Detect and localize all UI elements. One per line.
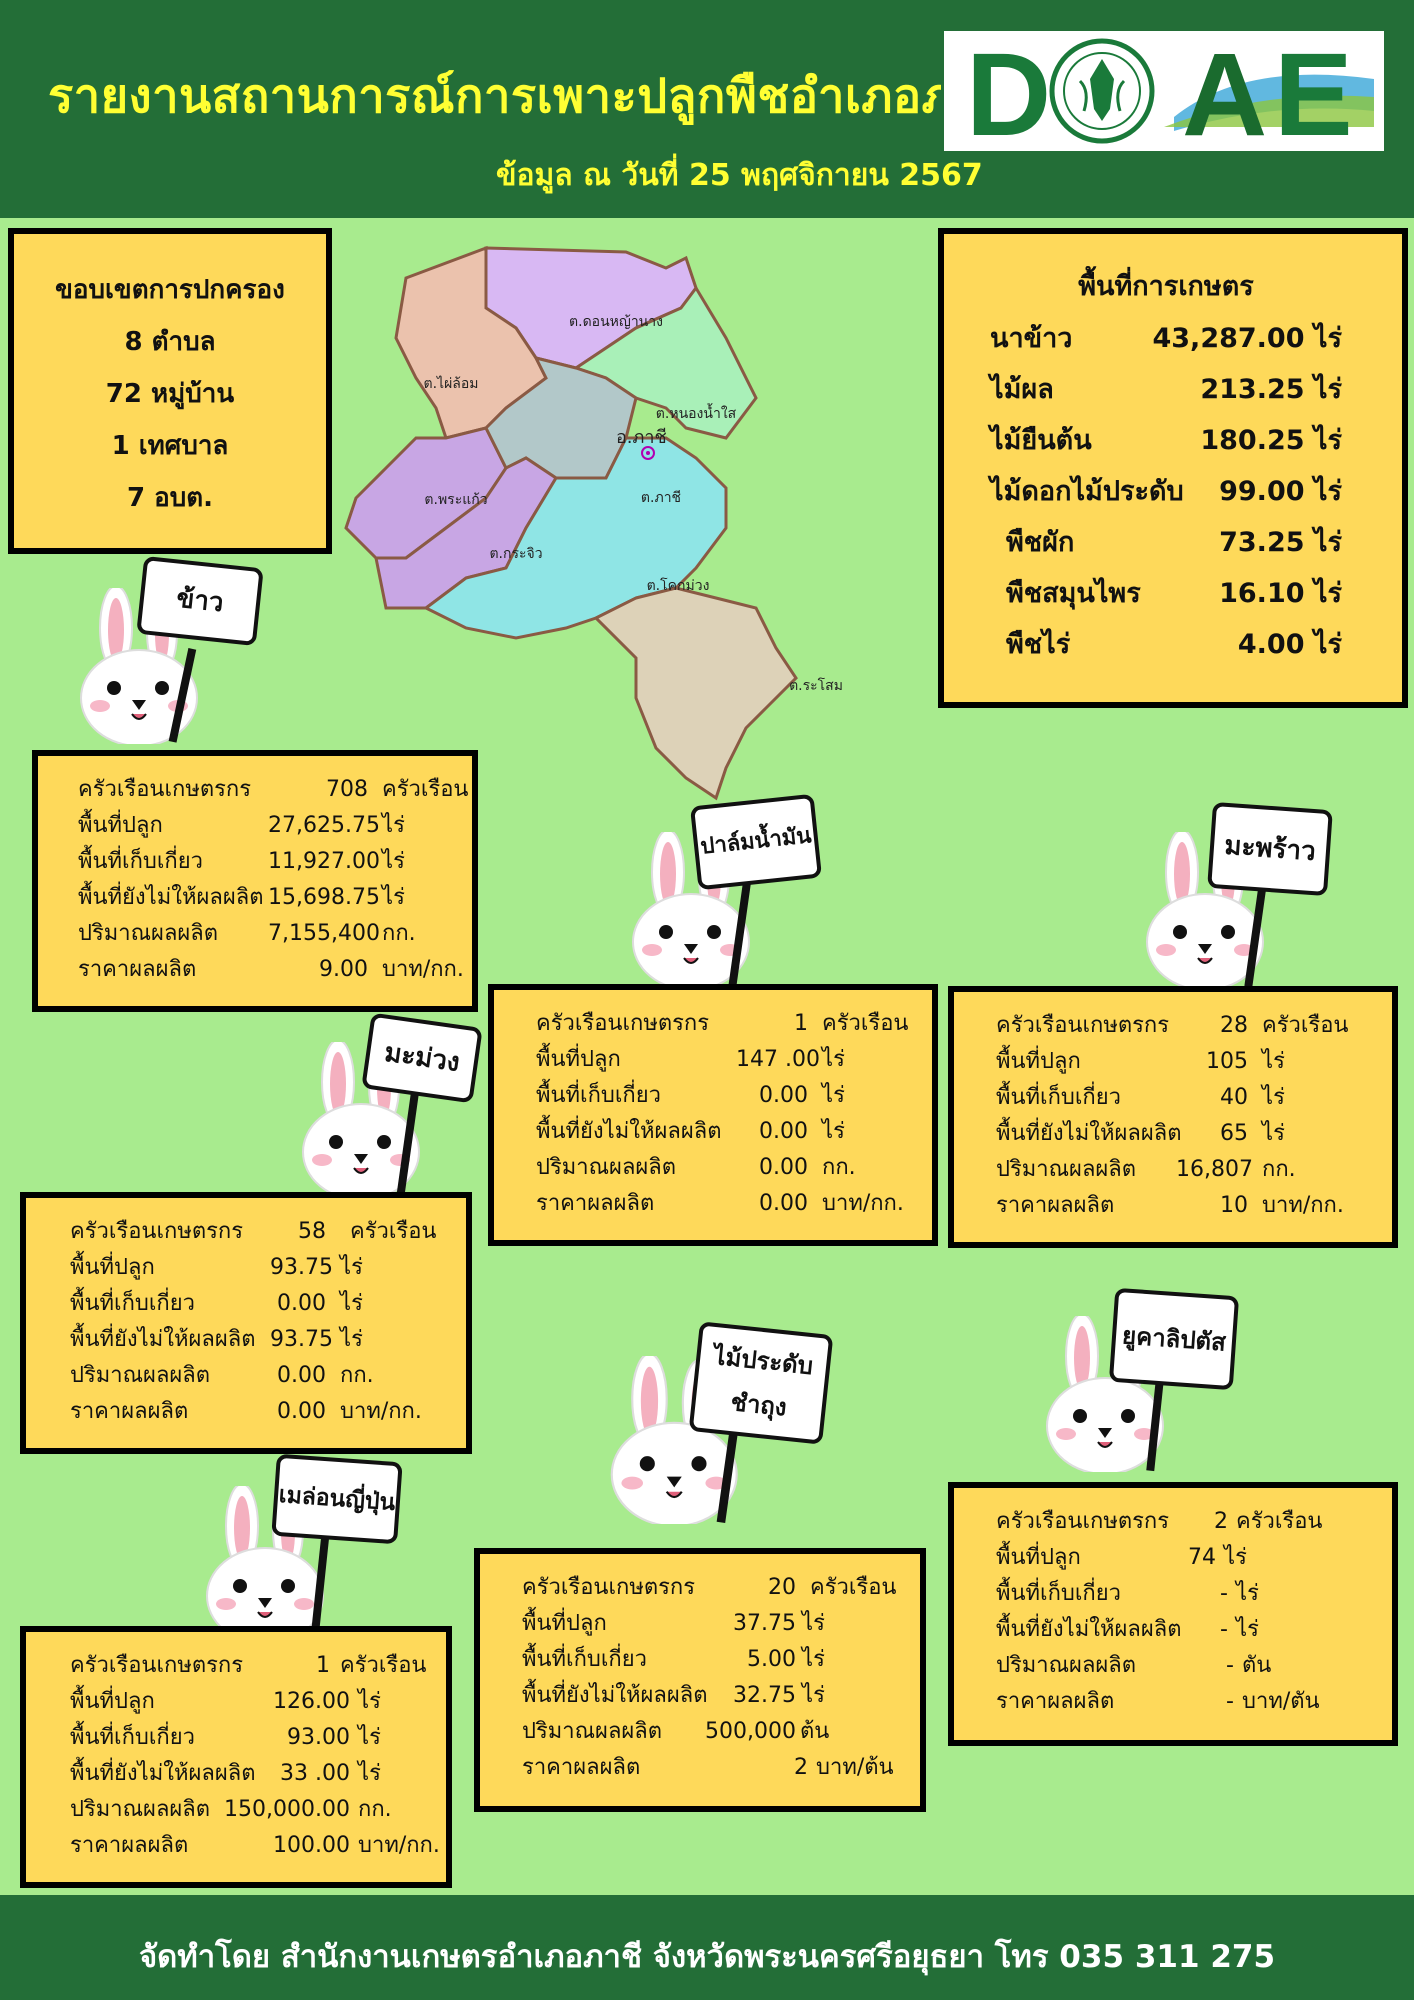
crop-sign-palm: ปาล์มน้ำมัน (689, 793, 823, 891)
stat-row: ปริมาณผลผลิต 16,807 กก. (996, 1157, 1296, 1182)
stat-row: ราคาผลผลิต 0.00 บาท/กก. (70, 1399, 422, 1424)
stat-row: ปริมาณผลผลิต - ตัน (996, 1653, 1272, 1678)
agri-row: ไม้ดอกไม้ประดับ 99.00 ไร่ (990, 476, 1342, 507)
admin-municipality: 1 เทศบาล (111, 431, 229, 461)
crop-stats-palm: ครัวเรือนเกษตรกร 1 ครัวเรือน พื้นที่ปลูก 14… (488, 984, 938, 1246)
agri-row: พืชผัก 73.25 ไร่ (1006, 527, 1342, 558)
logo-letter-e: E (1274, 31, 1353, 151)
admin-subdistricts: 8 ตำบล (124, 327, 216, 357)
stat-row: ปริมาณผลผลิต 150,000.00 กก. (70, 1797, 392, 1822)
district-center-marker (641, 446, 655, 460)
stat-row: ครัวเรือนเกษตรกร 20 ครัวเรือน (522, 1575, 897, 1600)
map-label-phailom: ต.ไผ่ล้อม (423, 375, 478, 392)
map-region-nongnamsai (572, 285, 758, 440)
agri-area-box: พื้นที่การเกษตร นาข้าว 43,287.00 ไร่ ไม้ผ… (938, 228, 1408, 708)
stat-row: ปริมาณผลผลิต 0.00 กก. (536, 1155, 856, 1180)
crop-sign-melon: เมล่อนญี่ปุ่น (271, 1453, 403, 1545)
crop-stats-melon: ครัวเรือนเกษตรกร 1 ครัวเรือน พื้นที่ปลูก 12… (20, 1626, 452, 1888)
logo-letter-d: D (966, 31, 1051, 151)
admin-title: ขอบเขตการปกครอง (55, 275, 285, 305)
stat-row: พื้นที่เก็บเกี่ยว - ไร่ (996, 1581, 1259, 1606)
stat-row: ครัวเรือนเกษตรกร 1 ครัวเรือน (70, 1653, 427, 1678)
stat-row: ราคาผลผลิต 2 บาท/ต้น (522, 1755, 894, 1780)
stat-row: ครัวเรือนเกษตรกร 1 ครัวเรือน (536, 1011, 909, 1036)
map-label-donyanang: ต.ดอนหญ้านาง (569, 314, 663, 330)
stat-row: พื้นที่เก็บเกี่ยว 0.00 ไร่ (536, 1083, 845, 1108)
stat-row: พื้นที่ยังไม่ให้ผลผลิต 32.75 ไร่ (522, 1683, 825, 1708)
district-map: อ.ภาชี ต.ดอนหญ้านาง ต.ไผ่ล้อม ต.หนองน้ำใ… (344, 245, 843, 801)
stat-row: พื้นที่เก็บเกี่ยว 0.00 ไร่ (70, 1291, 363, 1316)
stat-row: ปริมาณผลผลิต 7,155,400 กก. (78, 921, 416, 946)
stat-row: พื้นที่เก็บเกี่ยว 93.00 ไร่ (70, 1725, 381, 1750)
stat-row: ปริมาณผลผลิต 0.00 กก. (70, 1363, 374, 1388)
map-label-khokmuang: ต.โคกม่วง (647, 577, 710, 594)
crop-sign-mango: มะม่วง (361, 1012, 483, 1104)
map-label-phachi: ต.ภาชี (641, 490, 681, 506)
map-label-rasom: ต.ระโสม (789, 677, 843, 694)
stat-row: พื้นที่ยังไม่ให้ผลผลิต 93.75 ไร่ (70, 1327, 363, 1352)
stat-row: ราคาผลผลิต 10 บาท/กก. (996, 1193, 1344, 1218)
stat-row: พื้นที่ปลูก 74 ไร่ (996, 1545, 1247, 1570)
agri-row: นาข้าว 43,287.00 ไร่ (990, 323, 1342, 354)
crop-stats-mango: ครัวเรือนเกษตรกร 58 ครัวเรือน พื้นที่ปลูก 9… (20, 1192, 472, 1454)
stat-row: ครัวเรือนเกษตรกร 28 ครัวเรือน (996, 1013, 1349, 1038)
map-label-phrakaeo: ต.พระแก้ว (424, 492, 487, 508)
footer-credit: จัดทำโดย สำนักงานเกษตรอำเภอภาชี จังหวัดพ… (138, 1939, 1276, 1975)
crop-stats-coconut: ครัวเรือนเกษตรกร 28 ครัวเรือน พื้นที่ปลูก 1… (948, 986, 1398, 1248)
crop-sign-rice: ข้าว (136, 555, 264, 647)
crop-stats-ornamental: ครัวเรือนเกษตรกร 20 ครัวเรือน พื้นที่ปลูก 3… (474, 1548, 926, 1812)
admin-sao: 7 อบต. (126, 483, 214, 513)
agri-row: พืชไร่ 4.00 ไร่ (1006, 629, 1342, 660)
stat-row: พื้นที่ยังไม่ให้ผลผลิต - ไร่ (996, 1617, 1259, 1642)
stat-row: พื้นที่ยังไม่ให้ผลผลิต 15,698.75 ไร่ (78, 885, 405, 910)
map-label-district: อ.ภาชี (616, 427, 667, 448)
footer-banner: จัดทำโดย สำนักงานเกษตรอำเภอภาชี จังหวัดพ… (0, 1895, 1414, 2000)
stat-row: พื้นที่ปลูก 147 .00 ไร่ (536, 1047, 845, 1072)
stat-row: พื้นที่ยังไม่ให้ผลผลิต 33 .00 ไร่ (70, 1761, 381, 1786)
stat-row: พื้นที่ยังไม่ให้ผลผลิต 65 ไร่ (996, 1121, 1285, 1146)
agri-row: ไม้ยืนต้น 180.25 ไร่ (990, 425, 1342, 456)
stat-row: ครัวเรือนเกษตรกร 708 ครัวเรือน (78, 777, 469, 802)
stat-row: ปริมาณผลผลิต 500,000 ต้น (522, 1719, 830, 1744)
bunny-mascot (206, 1486, 331, 1642)
report-date: ข้อมูล ณ วันที่ 25 พฤศจิกายน 2567 (496, 158, 983, 193)
stat-row: พื้นที่ยังไม่ให้ผลผลิต 0.00 ไร่ (536, 1119, 845, 1144)
map-region-rasom (593, 586, 798, 801)
crop-sign-eucalyptus: ยูคาลิปตัส (1108, 1287, 1240, 1391)
agri-row: พืชสมุนไพร 16.10 ไร่ (1006, 578, 1342, 609)
stat-row: ราคาผลผลิต 9.00 บาท/กก. (78, 957, 464, 982)
logo-letter-a: A (1182, 31, 1267, 151)
stat-row: พื้นที่เก็บเกี่ยว 5.00 ไร่ (522, 1647, 825, 1672)
map-label-krachio: ต.กระจิว (489, 546, 542, 562)
crop-stats-eucalyptus: ครัวเรือนเกษตรกร 2 ครัวเรือน พื้นที่ปลูก 74… (948, 1482, 1398, 1746)
stat-row: พื้นที่ปลูก 93.75 ไร่ (70, 1255, 363, 1280)
stat-row: พื้นที่ปลูก 37.75 ไร่ (522, 1611, 825, 1636)
agri-row: ไม้ผล 213.25 ไร่ (990, 374, 1342, 405)
stat-row: ครัวเรือนเกษตรกร 2 ครัวเรือน (996, 1509, 1323, 1534)
crop-sign-coconut: มะพร้าว (1207, 801, 1333, 897)
crop-stats-rice: ครัวเรือนเกษตรกร 708 ครัวเรือน พื้นที่ปลูก… (32, 750, 478, 1012)
stat-row: พื้นที่เก็บเกี่ยว 40 ไร่ (996, 1085, 1285, 1110)
doae-logo: D A E (941, 28, 1387, 161)
page-title: รายงานสถานการณ์การเพาะปลูกพืชอำเภอภาชี (48, 69, 1013, 124)
stat-row: พื้นที่ปลูก 105 ไร่ (996, 1049, 1285, 1074)
stat-row: พื้นที่ปลูก 27,625.75 ไร่ (78, 813, 405, 838)
admin-boundary-box: ขอบเขตการปกครอง 8 ตำบล 72 หมู่บ้าน 1 เทศ… (8, 228, 332, 554)
stat-row: ราคาผลผลิต 0.00 บาท/กก. (536, 1191, 904, 1216)
header-banner: รายงานสถานการณ์การเพาะปลูกพืชอำเภอภาชี ข… (0, 0, 1414, 218)
agri-area-title: พื้นที่การเกษตร (1078, 271, 1254, 302)
stat-row: พื้นที่ปลูก 126.00 ไร่ (70, 1689, 381, 1714)
bunny-mascot (632, 832, 753, 988)
stat-row: ราคาผลผลิต 100.00 บาท/กก. (70, 1833, 440, 1858)
stat-row: ราคาผลผลิต - บาท/ตัน (996, 1689, 1320, 1714)
crop-sign-ornamental: ไม้ประดับ ชำถุง (688, 1321, 834, 1445)
stat-row: ครัวเรือนเกษตรกร 58 ครัวเรือน (70, 1219, 437, 1244)
stat-row: พื้นที่เก็บเกี่ยว 11,927.00 ไร่ (78, 849, 405, 874)
map-region-khokmuang (423, 436, 728, 640)
map-label-nongnamsai: ต.หนองน้ำใส (656, 403, 737, 422)
admin-villages: 72 หมู่บ้าน (105, 379, 235, 409)
